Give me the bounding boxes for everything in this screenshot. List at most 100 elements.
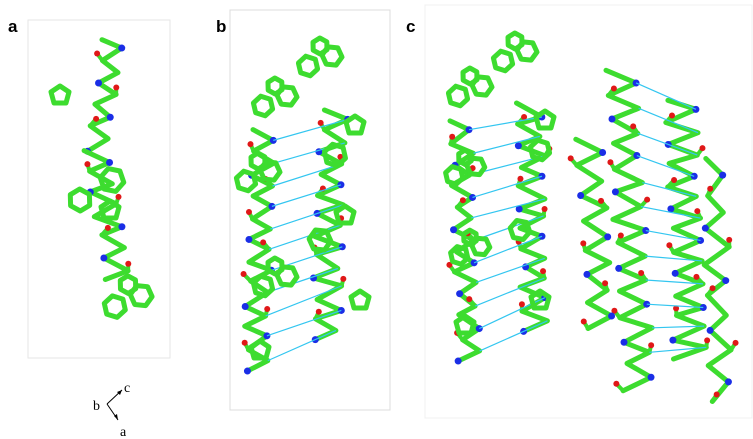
- oxygen-atom: [466, 296, 472, 302]
- nitrogen-atom: [106, 159, 113, 166]
- proline-ring: [51, 86, 69, 103]
- oxygen-atom: [618, 232, 624, 238]
- nitrogen-atom: [648, 374, 655, 381]
- nitrogen-atom: [100, 255, 107, 262]
- ring: [313, 38, 327, 54]
- nitrogen-atom: [456, 290, 463, 297]
- ring: [448, 86, 467, 106]
- nitrogen-atom: [599, 149, 606, 156]
- nitrogen-atom: [455, 358, 462, 365]
- ring: [104, 296, 125, 317]
- nitrogen-atom: [669, 337, 676, 344]
- oxygen-atom: [638, 270, 644, 276]
- oxygen-atom: [260, 239, 266, 245]
- ring: [298, 56, 317, 76]
- oxygen-atom: [694, 208, 700, 214]
- oxygen-atom: [241, 271, 247, 277]
- axis-label: b: [93, 399, 100, 414]
- page: {"panels": [{"label": "a"}, {"label": "b…: [0, 0, 753, 439]
- nitrogen-atom: [107, 114, 114, 121]
- ring: [251, 153, 265, 169]
- oxygen-atom: [648, 342, 654, 348]
- oxygen-atom: [542, 206, 548, 212]
- oxygen-atom: [693, 274, 699, 280]
- oxygen-atom: [714, 391, 720, 397]
- proline-ring: [351, 291, 369, 308]
- oxygen-atom: [105, 225, 111, 231]
- oxygen-atom: [116, 194, 122, 200]
- nitrogen-atom: [722, 277, 729, 284]
- oxygen-atom: [519, 301, 525, 307]
- hydrogen-bond: [636, 83, 696, 109]
- nitrogen-atom: [707, 327, 714, 334]
- oxygen-atom: [93, 116, 99, 122]
- proline-ring: [346, 116, 364, 133]
- nitrogen-atom: [118, 223, 125, 230]
- proline-ring: [456, 316, 474, 333]
- ring: [120, 276, 135, 294]
- oxygen-atom: [568, 155, 574, 161]
- oxygen-atom: [540, 268, 546, 274]
- nitrogen-atom: [615, 265, 622, 272]
- ring: [325, 144, 346, 165]
- axes-legend: b c a: [93, 381, 130, 439]
- nitrogen-atom: [612, 188, 619, 195]
- nitrogen-atom: [719, 172, 726, 179]
- ring: [236, 171, 255, 191]
- nitrogen-atom: [577, 192, 584, 199]
- hydrogen-bond: [268, 330, 336, 360]
- nitrogen-atom: [672, 270, 679, 277]
- figure: a b c b c a: [0, 0, 753, 439]
- ring: [530, 140, 549, 160]
- nitrogen-atom: [242, 303, 249, 310]
- panel-label: b: [216, 17, 226, 36]
- oxygen-atom: [113, 85, 119, 91]
- oxygen-atom: [581, 318, 587, 324]
- oxygen-atom: [666, 242, 672, 248]
- oxygen-atom: [521, 114, 527, 120]
- nitrogen-atom: [515, 142, 522, 149]
- oxygen-atom: [733, 340, 739, 346]
- nitrogen-atom: [450, 226, 457, 233]
- oxygen-atom: [669, 113, 675, 119]
- oxygen-atom: [246, 209, 252, 215]
- oxygen-atom: [94, 51, 100, 57]
- molecules: [51, 33, 739, 402]
- ring: [253, 96, 272, 116]
- oxygen-atom: [247, 141, 253, 147]
- oxygen-atom: [707, 186, 713, 192]
- ring: [463, 68, 477, 84]
- hydrogen-bond: [469, 117, 542, 130]
- oxygen-atom: [598, 198, 604, 204]
- nitrogen-atom: [118, 45, 125, 52]
- nitrogen-atom: [583, 271, 590, 278]
- oxygen-atom: [316, 309, 322, 315]
- oxygen-atom: [449, 134, 455, 140]
- panel-label: c: [406, 17, 415, 36]
- nitrogen-atom: [609, 115, 616, 122]
- oxygen-atom: [460, 197, 466, 203]
- oxygen-atom: [613, 381, 619, 387]
- oxygen-atom: [704, 337, 710, 343]
- oxygen-atom: [611, 86, 617, 92]
- ring: [268, 258, 282, 274]
- ring: [446, 167, 463, 185]
- nitrogen-atom: [244, 368, 251, 375]
- oxygen-atom: [125, 261, 131, 267]
- ring: [493, 51, 512, 71]
- oxygen-atom: [264, 306, 270, 312]
- hydrogen-bond: [270, 205, 343, 229]
- oxygen-atom: [671, 177, 677, 183]
- oxygen-atom: [699, 145, 705, 151]
- ring: [268, 78, 282, 94]
- oxygen-atom: [580, 240, 586, 246]
- nitrogen-atom: [604, 233, 611, 240]
- nitrogen-atom: [245, 236, 252, 243]
- oxygen-atom: [726, 237, 732, 243]
- ring: [253, 276, 272, 296]
- proline-ring: [336, 206, 354, 223]
- oxygen-atom: [607, 159, 613, 165]
- nitrogen-atom: [702, 225, 709, 232]
- oxygen-atom: [84, 161, 90, 167]
- hydrogen-bond: [272, 185, 341, 207]
